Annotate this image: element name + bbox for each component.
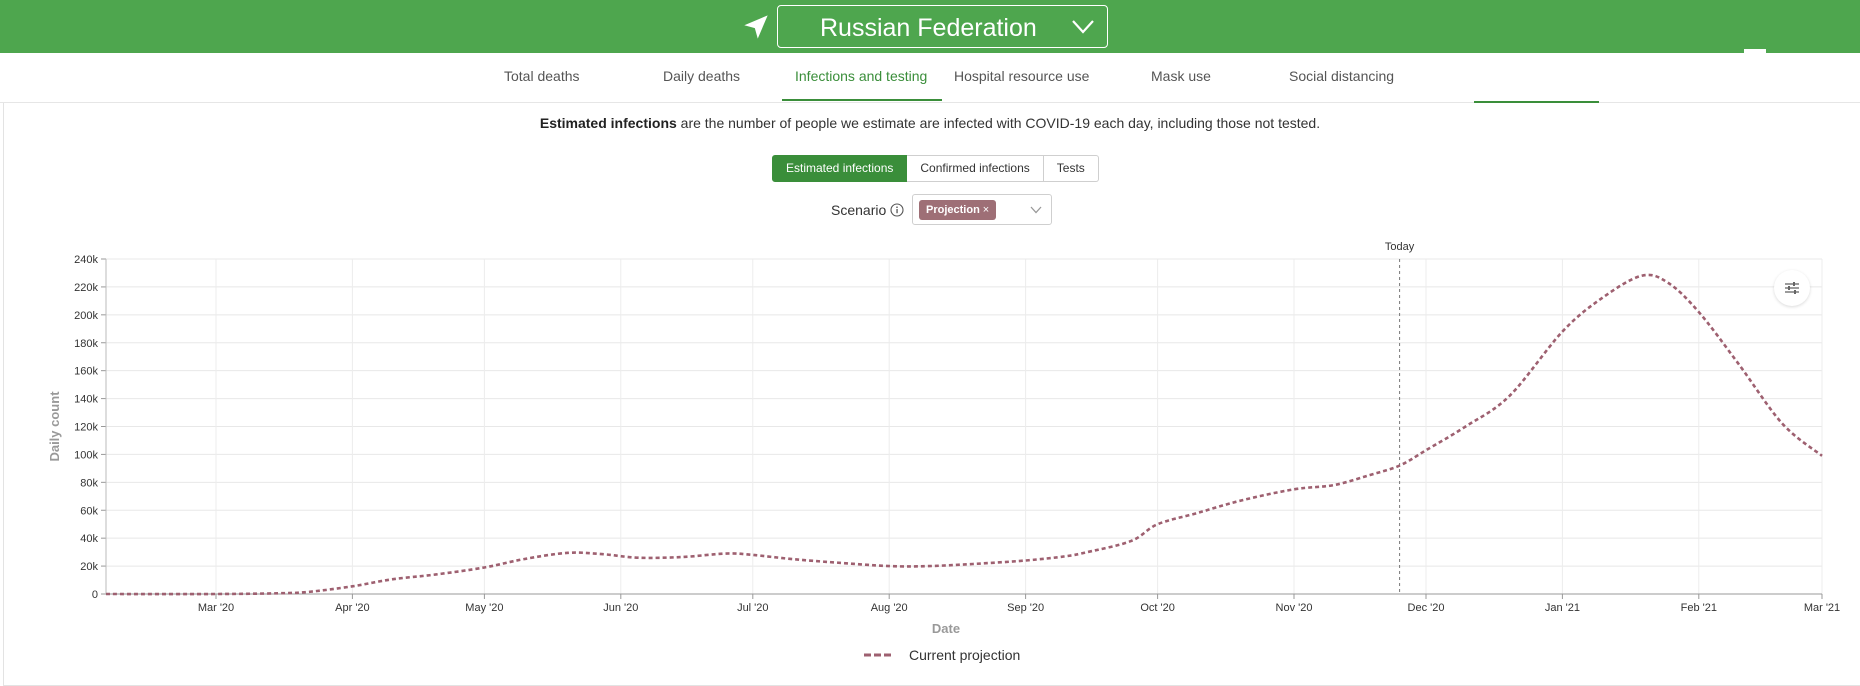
confirmed-infections-button[interactable]: Confirmed infections [907,155,1044,182]
scenario-select[interactable]: Projection × [912,194,1052,225]
x-tick-label: Dec '20 [1408,602,1445,614]
y-tick-label: 220k [74,282,98,294]
chevron-down-icon [1030,206,1042,214]
y-tick-label: 80k [80,477,98,489]
active-tab-underline [782,99,942,101]
navigation-arrow-icon[interactable] [742,13,770,41]
tests-button[interactable]: Tests [1043,155,1099,182]
tab-total-deaths[interactable]: Total deaths [504,68,580,84]
chevron-down-icon [1072,20,1094,34]
x-tick-label: Jun '20 [603,602,638,614]
y-tick-label: 20k [80,561,98,573]
y-tick-label: 180k [74,338,98,350]
tab-infections-and-testing[interactable]: Infections and testing [795,68,928,84]
y-tick-label: 100k [74,449,98,461]
sliders-icon [1785,282,1799,294]
chart-settings-button[interactable] [1774,270,1810,306]
tab-daily-deaths[interactable]: Daily deaths [663,68,741,84]
y-tick-label: 0 [92,589,98,601]
y-axis-title: Daily count [47,391,62,462]
description-rest: are the number of people we estimate are… [676,115,1321,131]
y-tick-label: 160k [74,366,98,378]
country-select[interactable]: Russian Federation [777,5,1108,48]
menu-indicator [1744,49,1766,53]
scenario-chip-label: Projection [926,204,980,216]
info-circle-icon[interactable] [890,203,904,217]
x-tick-label: Mar '20 [198,602,234,614]
x-tick-label: Jan '21 [1545,602,1580,614]
metric-toggle-group: Estimated infections Confirmed infection… [772,155,1099,182]
tab-hospital-resource-use[interactable]: Hospital resource use [954,68,1090,84]
scenario-label: Scenario [831,202,887,218]
y-tick-label: 60k [80,505,98,517]
y-tick-label: 240k [74,254,98,266]
top-bar: Russian Federation [0,0,1860,53]
series-line-current-projection [105,273,1823,596]
tab-social-distancing[interactable]: Social distancing [1289,68,1395,84]
legend-label: Current projection [909,647,1020,663]
tab-underline-accent [1474,101,1599,103]
tab-mask-use[interactable]: Mask use [1151,68,1211,84]
x-tick-label: Oct '20 [1140,602,1175,614]
y-tick-label: 200k [74,310,98,322]
x-tick-label: Aug '20 [871,602,908,614]
scenario-chip: Projection × [919,200,997,220]
x-tick-label: Sep '20 [1007,602,1044,614]
x-tick-label: Nov '20 [1276,602,1313,614]
x-tick-label: Mar '21 [1804,602,1840,614]
x-axis-title: Date [932,621,960,636]
country-select-label: Russian Federation [820,14,1037,42]
estimated-infections-button[interactable]: Estimated infections [772,155,908,182]
description-text: Estimated infections are the number of p… [0,115,1860,131]
y-tick-label: 40k [80,533,98,545]
y-tick-label: 120k [74,422,98,434]
x-tick-label: May '20 [465,602,503,614]
x-tick-label: Jul '20 [737,602,768,614]
x-tick-label: Feb '21 [1681,602,1717,614]
x-tick-label: Apr '20 [335,602,370,614]
tab-bar: Total deaths Daily deaths Infections and… [0,53,1860,103]
description-bold: Estimated infections [539,115,677,131]
y-tick-label: 140k [74,394,98,406]
today-label: Today [1385,241,1415,253]
chip-remove-icon[interactable]: × [982,204,990,216]
